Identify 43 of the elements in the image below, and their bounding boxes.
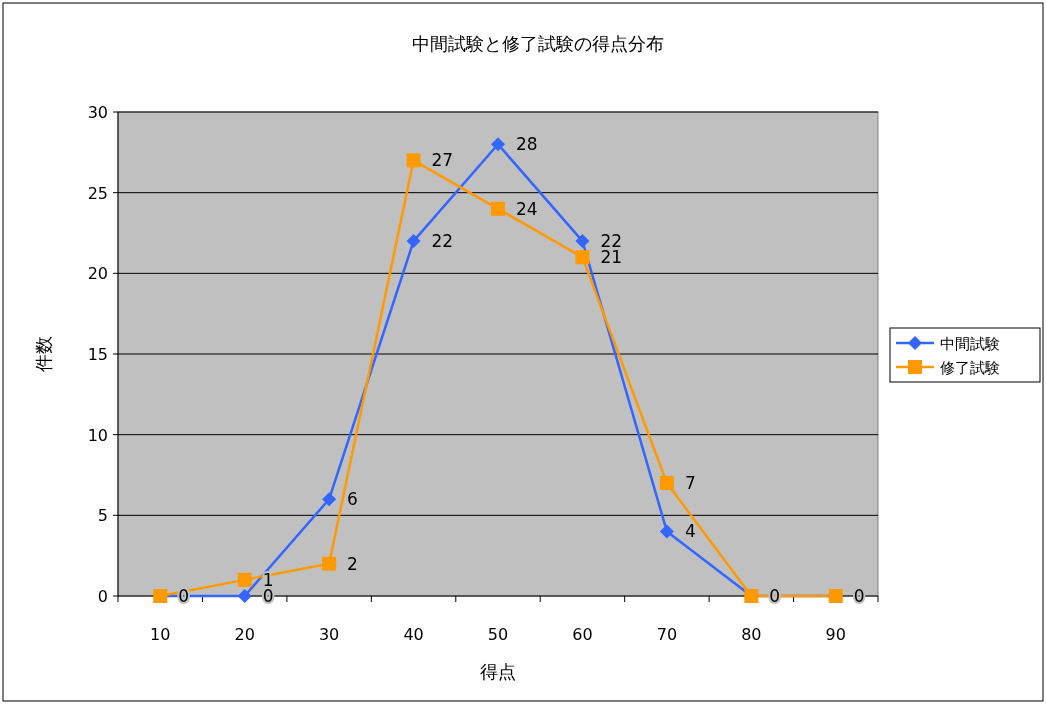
y-tick-label: 15	[87, 345, 108, 364]
x-tick-label: 10	[150, 625, 171, 644]
data-label: 4	[684, 521, 696, 542]
data-label: 6	[347, 489, 358, 510]
point	[406, 153, 421, 168]
point	[491, 201, 505, 216]
x-tick-label: 30	[318, 625, 340, 644]
data-label: 2	[347, 553, 358, 574]
y-tick-label: 5	[97, 506, 108, 526]
x-axis-title: 得点	[480, 661, 516, 682]
point	[322, 492, 337, 507]
data-label: 1	[262, 569, 274, 590]
point	[659, 476, 674, 491]
legend-label: 中間試験	[940, 335, 1000, 353]
x-tick-label: 60	[572, 625, 593, 644]
point	[406, 234, 421, 249]
data-label: 28	[516, 134, 538, 155]
y-axis-title: 件数	[33, 336, 54, 372]
x-tick-label: 90	[825, 625, 846, 644]
x-tick-label: 20	[234, 625, 255, 644]
y-tick-label: 0	[97, 587, 108, 606]
point	[575, 250, 590, 265]
point	[237, 589, 252, 603]
point	[575, 234, 590, 249]
x-tick-label: 40	[403, 625, 424, 644]
y-tick-label: 25	[87, 183, 108, 203]
point	[322, 556, 337, 571]
legend-label: 修了試験	[940, 359, 1000, 377]
x-tick-label: 50	[487, 625, 509, 644]
data-label: 7	[684, 473, 696, 494]
point	[237, 572, 252, 587]
point	[491, 137, 505, 152]
y-tick-label: 10	[87, 425, 108, 445]
x-tick-label: 80	[741, 625, 762, 644]
point	[659, 524, 674, 539]
x-tick-label: 70	[656, 625, 678, 644]
y-tick-label: 20	[87, 264, 108, 284]
chart-title: 中間試験と修了試験の得点分布	[412, 33, 664, 54]
data-label: 22	[431, 231, 454, 252]
data-label: 24	[516, 198, 538, 219]
data-label: 21	[600, 247, 623, 268]
y-tick-label: 30	[87, 103, 108, 122]
data-label: 27	[431, 150, 454, 171]
